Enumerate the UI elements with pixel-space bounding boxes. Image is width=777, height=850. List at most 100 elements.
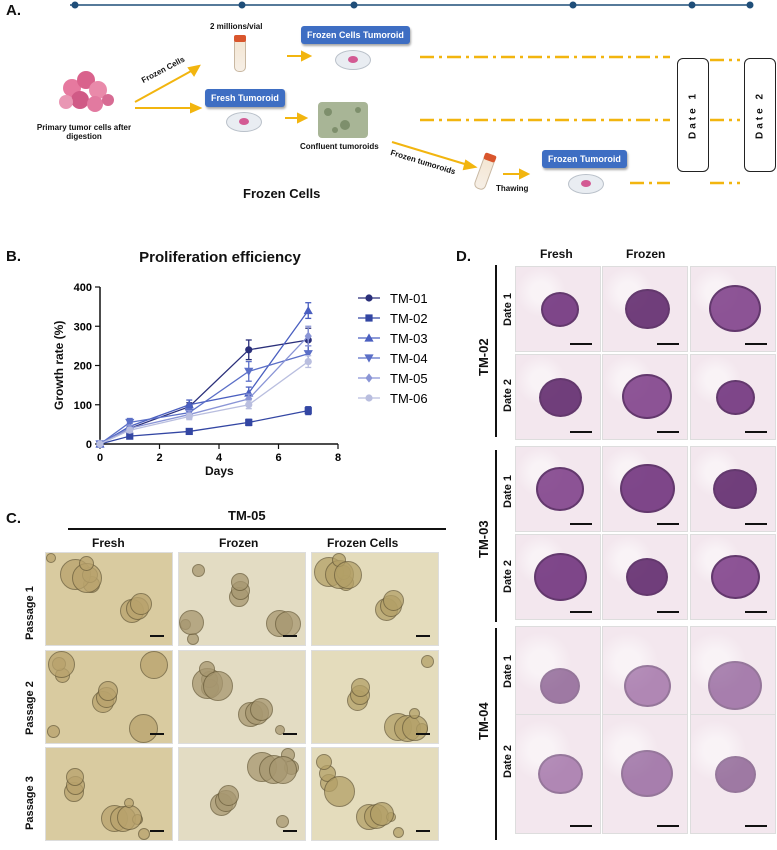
date1-box: Date 1 xyxy=(677,58,709,172)
organoid-blob xyxy=(316,754,332,770)
data-point-tm-04 xyxy=(303,350,313,359)
fresh-tumoroid-badge: Fresh Tumoroid xyxy=(205,89,285,107)
scale-bar xyxy=(570,343,592,345)
organoid-section xyxy=(541,292,579,327)
organoid-blob xyxy=(250,698,273,721)
row-label-date2: Date 2 xyxy=(502,744,514,778)
organoid-blob xyxy=(130,593,152,615)
micrograph-image xyxy=(311,747,439,841)
legend-marker xyxy=(364,354,374,363)
scale-bar xyxy=(657,343,679,345)
scale-bar xyxy=(657,825,679,827)
organoid-section xyxy=(624,288,670,330)
group-line-tm02 xyxy=(495,265,497,437)
legend-marker xyxy=(365,314,373,322)
organoid-blob xyxy=(276,815,289,828)
x-tick-label: 2 xyxy=(156,452,162,464)
he-stain-image xyxy=(515,354,601,440)
organoid-blob xyxy=(275,611,301,637)
organoid-blob xyxy=(129,714,158,743)
micrograph-image xyxy=(311,650,439,744)
confluent-image xyxy=(318,102,368,138)
organoid-section xyxy=(622,374,672,420)
panel-c-letter: C. xyxy=(6,510,21,527)
he-stain-image xyxy=(602,266,688,352)
row-label-passage-2: Passage 2 xyxy=(24,681,36,735)
legend-label-tm-04: TM-04 xyxy=(390,351,428,366)
data-point-tm-05 xyxy=(304,331,312,341)
panel-b-letter: B. xyxy=(6,248,21,265)
organoid-blob xyxy=(203,671,233,701)
organoid-blob xyxy=(192,564,205,577)
scale-bar xyxy=(657,523,679,525)
organoid-blob xyxy=(383,590,404,611)
frozen-cells-tumoroid-badge: Frozen Cells Tumoroid xyxy=(301,26,410,44)
micrograph-image xyxy=(45,747,173,841)
organoid-section xyxy=(715,379,755,415)
organoid-section xyxy=(709,285,761,333)
scale-bar xyxy=(283,733,297,735)
thawing-label: Thawing xyxy=(496,184,529,193)
row-label-date1: Date 1 xyxy=(502,654,514,688)
he-stain-image xyxy=(690,534,776,620)
organoid-blob xyxy=(409,708,420,719)
legend-marker xyxy=(364,333,374,342)
micrograph-image xyxy=(178,552,306,646)
two-millions-label: 2 millions/vial xyxy=(210,22,263,31)
data-point-tm-02 xyxy=(304,407,312,415)
confluent-label: Confluent tumoroids xyxy=(300,142,379,151)
scale-bar xyxy=(150,733,164,735)
organoid-blob xyxy=(79,556,94,571)
x-tick-label: 4 xyxy=(216,452,223,464)
scale-bar xyxy=(745,523,767,525)
scale-bar xyxy=(657,611,679,613)
legend-label-tm-06: TM-06 xyxy=(390,391,428,406)
legend-marker xyxy=(365,373,373,383)
organoid-section xyxy=(537,753,583,795)
organoid-blob xyxy=(370,802,394,826)
col-label-frozen-cells: Frozen Cells xyxy=(327,536,399,550)
organoid-blob xyxy=(324,776,355,807)
y-tick-label: 300 xyxy=(74,321,92,333)
organoid-section xyxy=(713,469,757,509)
scale-bar xyxy=(745,611,767,613)
organoid-section xyxy=(714,755,756,793)
y-axis-label: Growth rate (%) xyxy=(52,320,66,410)
he-stain-image xyxy=(515,266,601,352)
scale-bar xyxy=(150,830,164,832)
primary-cells-label: Primary tumor cells after digestion xyxy=(36,123,132,141)
proliferation-chart: 0 100 200 300 400 0 2 4 6 8 TM-01 TM-02 TM-03 TM-04 TM… xyxy=(74,282,428,464)
organoid-section xyxy=(619,463,675,514)
col-label-fresh-d: Fresh xyxy=(540,247,573,261)
data-point-tm-05 xyxy=(245,394,253,404)
he-stain-image xyxy=(515,534,601,620)
panel-c-group-line xyxy=(68,528,446,530)
data-point-tm-02 xyxy=(185,427,193,436)
panel-c-group: TM-05 xyxy=(228,508,266,523)
organoid-section xyxy=(626,558,668,597)
timeline-dots xyxy=(71,1,754,9)
organoid-section xyxy=(708,661,762,710)
scale-bar xyxy=(150,635,164,637)
group-line-tm03 xyxy=(495,450,497,622)
data-point-tm-06 xyxy=(126,426,134,434)
micrograph-image xyxy=(45,552,173,646)
petri-dish-icon xyxy=(226,112,262,132)
organoid-blob xyxy=(124,798,134,808)
col-label-frozen-d: Frozen xyxy=(626,247,666,261)
row-label-date2: Date 2 xyxy=(502,378,514,412)
y-tick-label: 100 xyxy=(74,400,92,412)
organoid-section xyxy=(533,552,587,601)
scale-bar xyxy=(416,733,430,735)
data-point-tm-02 xyxy=(126,432,134,440)
organoid-section xyxy=(538,377,582,417)
scale-bar xyxy=(745,431,767,433)
scale-bar xyxy=(745,825,767,827)
scale-bar xyxy=(570,611,592,613)
organoid-section xyxy=(621,750,673,798)
row-label-date1: Date 1 xyxy=(502,474,514,508)
row-label-passage-3: Passage 3 xyxy=(24,776,36,830)
organoid-section xyxy=(536,467,584,511)
chart-title: Proliferation efficiency xyxy=(139,249,301,266)
organoid-blob xyxy=(117,805,142,830)
